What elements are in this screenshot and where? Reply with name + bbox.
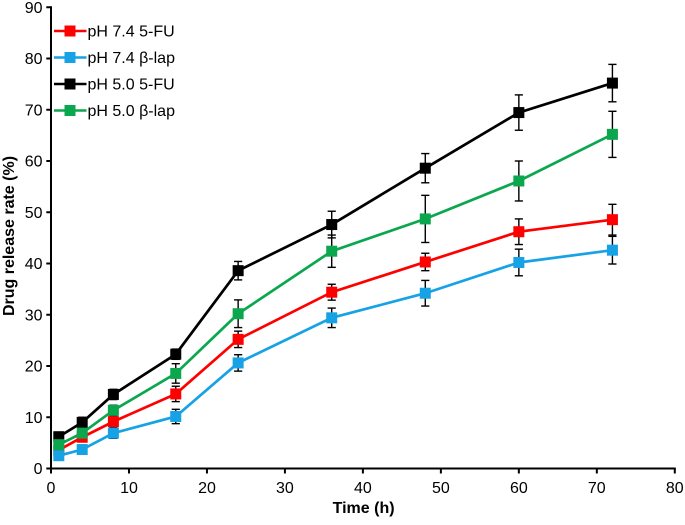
svg-text:40: 40 <box>25 256 43 273</box>
svg-text:0: 0 <box>47 480 56 497</box>
svg-text:60: 60 <box>510 480 528 497</box>
svg-text:10: 10 <box>120 480 138 497</box>
svg-text:pH 7.4 β-lap: pH 7.4 β-lap <box>88 50 176 67</box>
svg-text:Drug release rate (%): Drug release rate (%) <box>1 156 18 316</box>
svg-text:60: 60 <box>25 154 43 171</box>
svg-text:10: 10 <box>25 410 43 427</box>
svg-text:pH 7.4 5-FU: pH 7.4 5-FU <box>88 24 175 41</box>
svg-text:30: 30 <box>25 307 43 324</box>
svg-text:0: 0 <box>34 461 43 478</box>
svg-text:70: 70 <box>25 102 43 119</box>
svg-text:Time (h): Time (h) <box>333 500 395 517</box>
svg-text:pH 5.0 5-FU: pH 5.0 5-FU <box>88 77 175 94</box>
svg-text:50: 50 <box>25 205 43 222</box>
svg-text:20: 20 <box>198 480 216 497</box>
svg-text:20: 20 <box>25 359 43 376</box>
svg-text:90: 90 <box>25 0 43 17</box>
svg-text:pH 5.0 β-lap: pH 5.0 β-lap <box>88 103 176 120</box>
svg-text:50: 50 <box>432 480 450 497</box>
svg-text:80: 80 <box>25 51 43 68</box>
svg-text:40: 40 <box>354 480 372 497</box>
svg-text:30: 30 <box>276 480 294 497</box>
svg-text:70: 70 <box>588 480 606 497</box>
svg-text:80: 80 <box>666 480 684 497</box>
